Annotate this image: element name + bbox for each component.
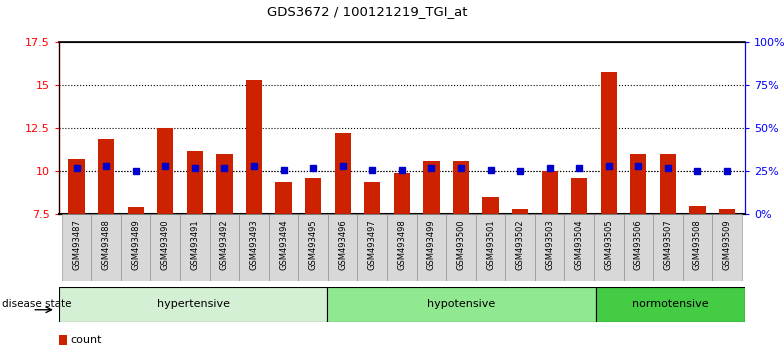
- Text: GSM493489: GSM493489: [131, 219, 140, 270]
- Bar: [623, 214, 653, 281]
- Text: GSM493509: GSM493509: [723, 219, 731, 270]
- Bar: [151, 214, 180, 281]
- Bar: [275, 182, 292, 214]
- Text: GSM493497: GSM493497: [368, 219, 377, 270]
- Bar: [713, 214, 742, 281]
- Bar: [269, 214, 298, 281]
- Bar: [157, 128, 173, 214]
- Bar: [246, 80, 262, 214]
- Text: GSM493496: GSM493496: [338, 219, 347, 270]
- Bar: [506, 214, 535, 281]
- Text: GSM493490: GSM493490: [161, 219, 170, 270]
- Text: GSM493498: GSM493498: [397, 219, 406, 270]
- Text: GDS3672 / 100121219_TGI_at: GDS3672 / 100121219_TGI_at: [267, 5, 468, 18]
- Text: GSM493504: GSM493504: [575, 219, 584, 270]
- Bar: [239, 214, 269, 281]
- Text: GSM493492: GSM493492: [220, 219, 229, 270]
- Bar: [180, 214, 209, 281]
- Bar: [364, 182, 380, 214]
- Bar: [394, 173, 410, 214]
- Bar: [62, 214, 91, 281]
- Bar: [305, 178, 321, 214]
- Bar: [512, 209, 528, 214]
- Text: GSM493493: GSM493493: [249, 219, 259, 270]
- Text: hypotensive: hypotensive: [427, 299, 495, 309]
- Bar: [298, 214, 328, 281]
- Bar: [59, 287, 327, 322]
- Text: GSM493507: GSM493507: [663, 219, 673, 270]
- Text: GSM493488: GSM493488: [102, 219, 111, 270]
- Text: disease state: disease state: [2, 299, 71, 309]
- Bar: [683, 214, 713, 281]
- Bar: [660, 154, 676, 214]
- Bar: [596, 287, 745, 322]
- Text: GSM493499: GSM493499: [426, 219, 436, 270]
- Bar: [689, 206, 706, 214]
- Bar: [327, 287, 596, 322]
- Bar: [630, 154, 647, 214]
- Bar: [719, 209, 735, 214]
- Bar: [358, 214, 387, 281]
- Bar: [564, 214, 594, 281]
- Text: GSM493495: GSM493495: [309, 219, 318, 270]
- Bar: [98, 139, 114, 214]
- Bar: [653, 214, 683, 281]
- Text: GSM493494: GSM493494: [279, 219, 288, 270]
- Text: GSM493508: GSM493508: [693, 219, 702, 270]
- Bar: [423, 161, 440, 214]
- Bar: [535, 214, 564, 281]
- Bar: [446, 214, 476, 281]
- Text: GSM493502: GSM493502: [516, 219, 524, 270]
- Bar: [59, 335, 67, 346]
- Bar: [453, 161, 469, 214]
- Bar: [209, 214, 239, 281]
- Text: GSM493506: GSM493506: [633, 219, 643, 270]
- Bar: [121, 214, 151, 281]
- Bar: [571, 178, 587, 214]
- Bar: [482, 197, 499, 214]
- Bar: [416, 214, 446, 281]
- Text: GSM493503: GSM493503: [545, 219, 554, 270]
- Text: normotensive: normotensive: [632, 299, 709, 309]
- Text: GSM493501: GSM493501: [486, 219, 495, 270]
- Bar: [216, 154, 233, 214]
- Bar: [542, 171, 557, 214]
- Bar: [187, 151, 203, 214]
- Bar: [601, 72, 617, 214]
- Bar: [91, 214, 121, 281]
- Text: GSM493487: GSM493487: [72, 219, 81, 270]
- Text: GSM493505: GSM493505: [604, 219, 613, 270]
- Bar: [128, 207, 143, 214]
- Text: hypertensive: hypertensive: [157, 299, 230, 309]
- Bar: [68, 159, 85, 214]
- Bar: [476, 214, 506, 281]
- Bar: [335, 133, 350, 214]
- Text: count: count: [71, 335, 102, 345]
- Text: GSM493500: GSM493500: [456, 219, 466, 270]
- Bar: [328, 214, 358, 281]
- Bar: [387, 214, 416, 281]
- Bar: [594, 214, 623, 281]
- Text: GSM493491: GSM493491: [191, 219, 199, 270]
